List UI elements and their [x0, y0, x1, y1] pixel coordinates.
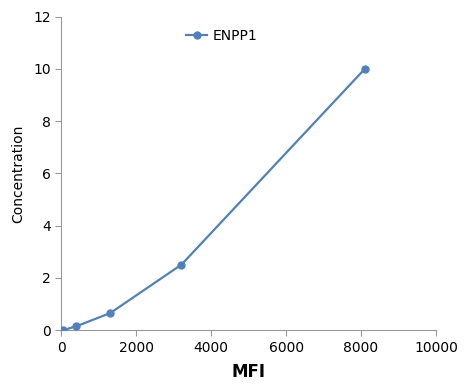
Legend: ENPP1: ENPP1 [181, 24, 263, 49]
Y-axis label: Concentration: Concentration [11, 124, 25, 223]
X-axis label: MFI: MFI [232, 363, 266, 381]
